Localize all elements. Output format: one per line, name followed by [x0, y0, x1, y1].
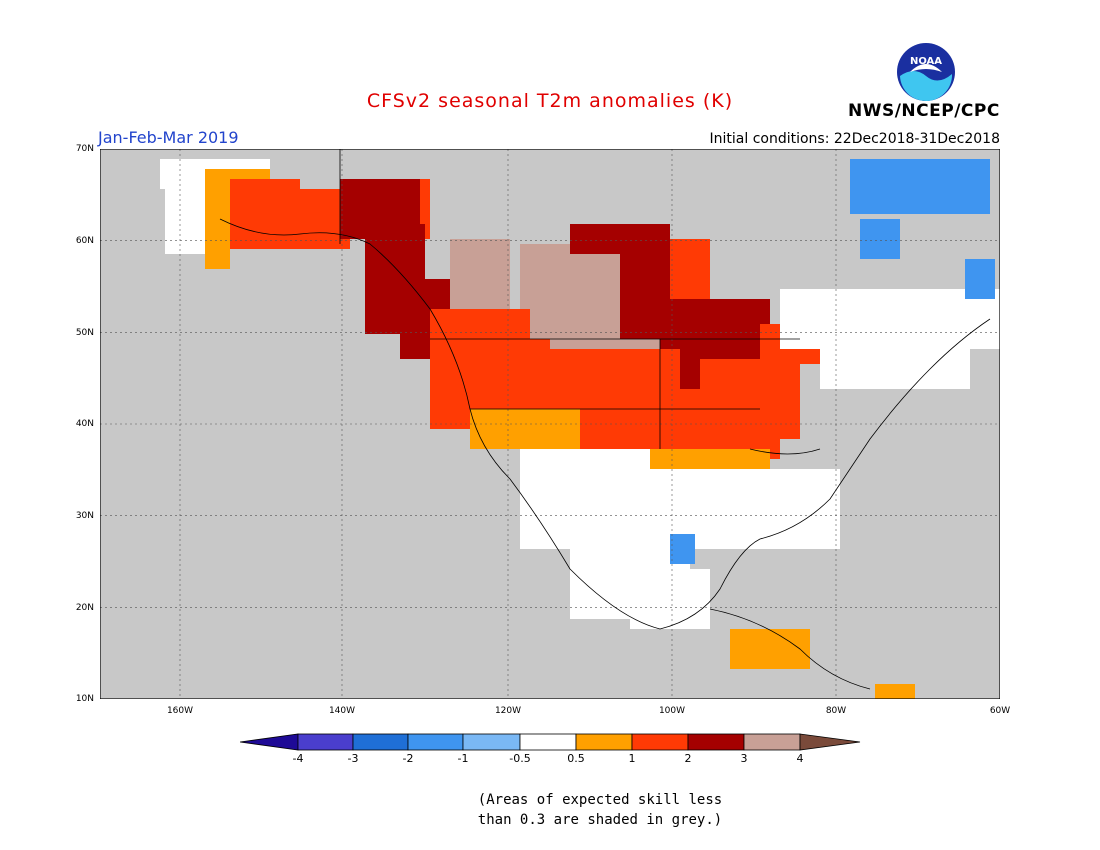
- lon-label-80w: 80W: [825, 706, 847, 716]
- colorbar-tick: 0.5: [567, 752, 585, 765]
- lon-label-160w: 160W: [166, 706, 194, 716]
- colorbar-segment: [297, 733, 354, 751]
- lat-label-50n: 50N: [75, 328, 94, 338]
- anomaly-map: [100, 149, 1000, 699]
- lon-label-140w: 140W: [328, 706, 356, 716]
- lon-label-100w: 100W: [658, 706, 686, 716]
- colorbar-tick: 1: [628, 752, 636, 765]
- lat-label-40n: 40N: [75, 419, 94, 429]
- forecast-period: Jan-Feb-Mar 2019: [98, 128, 239, 147]
- lat-label-60n: 60N: [75, 236, 94, 246]
- lat-label-70n: 70N: [75, 144, 94, 154]
- coastlines: [219, 149, 991, 690]
- colorbar-tick: 2: [684, 752, 692, 765]
- lat-label-10n: 10N: [75, 694, 94, 704]
- lat-label-20n: 20N: [75, 603, 94, 613]
- lat-label-30n: 30N: [75, 511, 94, 521]
- lon-label-120w: 120W: [494, 706, 522, 716]
- colorbar-tick: 3: [740, 752, 748, 765]
- colorbar-tick: 4: [796, 752, 804, 765]
- colorbar-segment: [462, 733, 521, 751]
- colorbar-segment: [687, 733, 745, 751]
- anomaly-shading: [160, 159, 1000, 699]
- colorbar-segment: [352, 733, 409, 751]
- colorbar-tick: -4: [292, 752, 304, 765]
- colorbar-segment: [743, 733, 801, 751]
- colorbar-segment: [799, 733, 861, 751]
- logo-text: NOAA: [910, 56, 942, 67]
- colorbar-tick: -2: [402, 752, 414, 765]
- skill-note-line1: (Areas of expected skill less: [477, 792, 723, 808]
- colorbar-tick: -1: [457, 752, 469, 765]
- colorbar-tick: -3: [347, 752, 359, 765]
- initial-conditions: Initial conditions: 22Dec2018-31Dec2018: [709, 131, 1001, 147]
- noaa-logo-icon: NOAA: [897, 43, 955, 102]
- colorbar-segment: [575, 733, 633, 751]
- colorbar-segment: [407, 733, 464, 751]
- grid-lines: [100, 149, 1000, 699]
- lon-label-60w: 60W: [989, 706, 1011, 716]
- colorbar-tick: -0.5: [509, 752, 531, 765]
- organization-label: NWS/NCEP/CPC: [848, 101, 1000, 121]
- colorbar: [240, 733, 861, 751]
- colorbar-segment: [519, 733, 577, 751]
- map-title: CFSv2 seasonal T2m anomalies (K): [366, 90, 734, 112]
- skill-note-line2: than 0.3 are shaded in grey.): [477, 812, 723, 828]
- colorbar-segment: [631, 733, 689, 751]
- colorbar-segment: [240, 733, 299, 751]
